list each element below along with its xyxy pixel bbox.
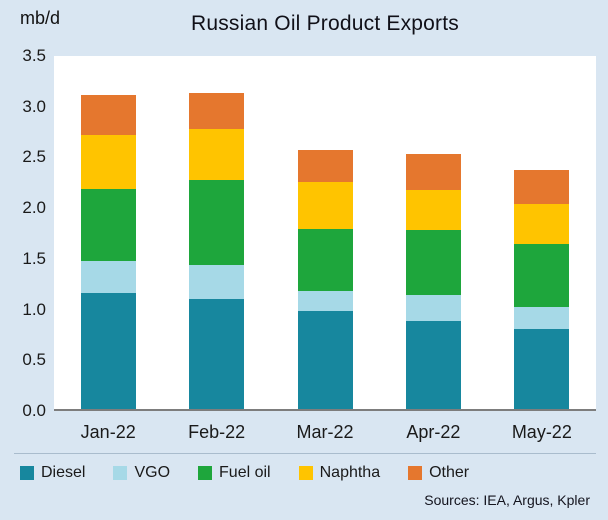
bar-stack-may-22 xyxy=(514,170,570,409)
legend-label-naphtha: Naphtha xyxy=(319,464,381,481)
sources-note: Sources: IEA, Argus, Kpler xyxy=(424,492,590,508)
bar-segment-other xyxy=(297,149,353,183)
y-tick-label: 3.0 xyxy=(22,96,46,116)
y-tick-label: 1.5 xyxy=(22,248,46,268)
bar-segment-naphtha xyxy=(514,204,570,244)
x-tick-label-apr-22: Apr-22 xyxy=(406,421,461,442)
bar-segment-diesel xyxy=(297,311,353,409)
bar-column-mar-22 xyxy=(271,56,379,409)
bar-segment-vgo xyxy=(514,307,570,330)
bar-segment-vgo xyxy=(189,264,245,300)
legend-label-vgo: VGO xyxy=(134,464,171,481)
legend-label-fuel-oil: Fuel oil xyxy=(219,464,271,481)
y-tick-label: 0.5 xyxy=(22,350,46,370)
bar-segment-other xyxy=(189,93,245,129)
legend-item-other: Other xyxy=(408,464,469,482)
bar-segment-fuel-oil xyxy=(80,189,136,261)
bar-segment-naphtha xyxy=(297,182,353,229)
x-axis: Jan-22 Feb-22 Mar-22 Apr-22 May-22 xyxy=(54,411,596,453)
y-axis: 3.5 3.0 2.5 2.0 1.5 1.0 0.5 0.0 xyxy=(14,46,54,420)
bar-segment-diesel xyxy=(405,321,461,409)
bar-segment-diesel xyxy=(189,299,245,409)
bar-segment-other xyxy=(80,95,136,135)
legend-swatch-other xyxy=(408,466,423,480)
bar-segment-fuel-oil xyxy=(189,180,245,265)
bar-column-apr-22 xyxy=(379,56,487,409)
bar-segment-fuel-oil xyxy=(297,228,353,292)
bar-segment-diesel xyxy=(514,329,570,409)
legend-swatch-diesel xyxy=(20,466,34,480)
chart-title: Russian Oil Product Exports xyxy=(190,12,459,35)
legend-swatch-naphtha xyxy=(298,466,313,480)
y-tick-label: 2.5 xyxy=(22,147,46,167)
bar-stack-mar-22 xyxy=(297,149,353,409)
x-tick-label-jan-22: Jan-22 xyxy=(80,421,136,442)
legend-label-other: Other xyxy=(429,464,470,481)
chart-header: mb/d Russian Oil Product Exports xyxy=(14,6,596,56)
bar-stack-apr-22 xyxy=(405,153,461,409)
y-tick-label: 1.0 xyxy=(22,299,46,319)
legend: Diesel VGO Fuel oil Naphtha Other xyxy=(14,453,596,492)
legend-item-vgo: VGO xyxy=(113,464,170,482)
bar-stack-jan-22 xyxy=(80,95,136,409)
stacked-bar-chart: 3.5 3.0 2.5 2.0 1.5 1.0 0.5 0.0 xyxy=(14,46,596,420)
legend-item-fuel-oil: Fuel oil xyxy=(198,464,271,482)
legend-item-diesel: Diesel xyxy=(20,464,85,482)
legend-swatch-vgo xyxy=(113,466,128,480)
bar-segment-other xyxy=(514,170,570,205)
bar-segment-fuel-oil xyxy=(405,229,461,296)
bar-segment-vgo xyxy=(405,295,461,322)
legend-label-diesel: Diesel xyxy=(41,464,86,481)
y-tick-label: 2.0 xyxy=(22,198,46,218)
bar-column-may-22 xyxy=(488,56,596,409)
bar-segment-naphtha xyxy=(80,134,136,190)
bar-segment-naphtha xyxy=(189,128,245,181)
legend-item-naphtha: Naphtha xyxy=(298,464,381,482)
bar-column-jan-22 xyxy=(54,56,162,409)
bar-stack-feb-22 xyxy=(189,93,245,409)
bar-segment-other xyxy=(405,153,461,191)
bar-column-feb-22 xyxy=(162,56,270,409)
plot-area xyxy=(54,56,596,411)
legend-swatch-fuel-oil xyxy=(198,466,213,480)
bar-segment-diesel xyxy=(80,293,136,409)
y-tick-label: 0.0 xyxy=(22,401,46,420)
y-axis-unit-label: mb/d xyxy=(20,8,61,28)
x-tick-label-feb-22: Feb-22 xyxy=(188,421,246,442)
bar-segment-naphtha xyxy=(405,190,461,230)
bar-segment-vgo xyxy=(80,260,136,294)
y-tick-label: 3.5 xyxy=(22,46,46,65)
bar-segment-fuel-oil xyxy=(514,243,570,308)
bar-segment-vgo xyxy=(297,291,353,312)
x-tick-label-may-22: May-22 xyxy=(511,421,572,442)
x-tick-label-mar-22: Mar-22 xyxy=(296,421,354,442)
